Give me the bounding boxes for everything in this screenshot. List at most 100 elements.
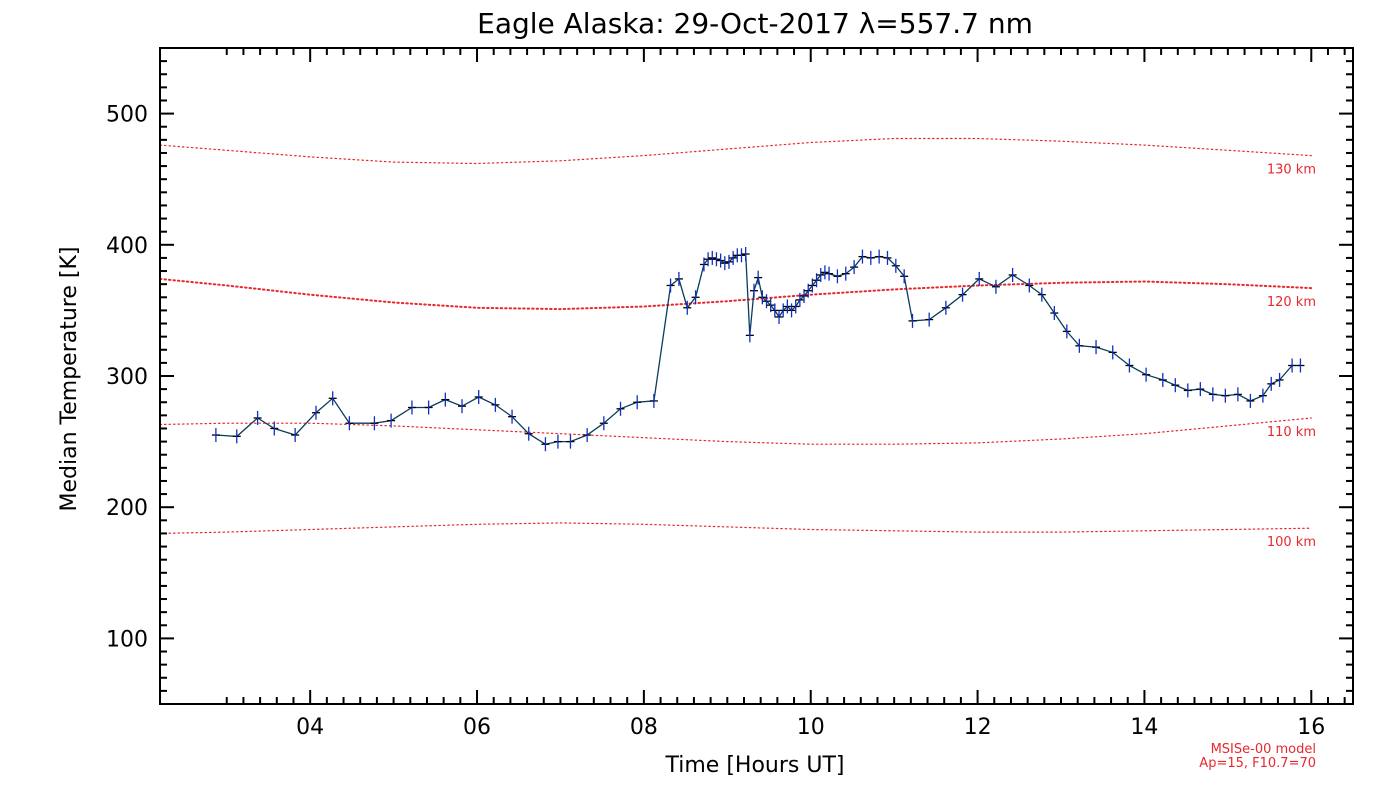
y-tick-label: 300 [106, 365, 148, 390]
data-point [1008, 267, 1017, 282]
data-point [958, 287, 967, 302]
data-point [458, 399, 467, 414]
data-point [770, 303, 779, 318]
data-point [1267, 376, 1276, 391]
data-point [754, 270, 763, 285]
data-point [312, 405, 321, 420]
data-point [474, 389, 483, 404]
model-note: MSISe-00 model [1211, 742, 1316, 757]
data-point [1196, 382, 1205, 397]
x-axis-label: Time [Hours UT] [665, 753, 845, 778]
data-point [779, 303, 788, 318]
data-point [787, 303, 796, 318]
data-point [1092, 340, 1101, 355]
data-point [812, 273, 821, 288]
data-point [775, 309, 784, 324]
x-tick-label: 10 [797, 715, 825, 740]
data-point [387, 413, 396, 428]
data-point [424, 400, 433, 415]
data-point [1183, 383, 1192, 398]
data-point [1221, 388, 1230, 403]
data-point [875, 249, 884, 264]
data-point [708, 250, 717, 265]
data-point [766, 298, 775, 313]
data-point [1208, 387, 1217, 402]
data-point [1258, 388, 1267, 403]
data-point [724, 254, 733, 269]
data-point [820, 265, 829, 280]
data-point [270, 421, 279, 436]
data-point [1288, 358, 1297, 373]
y-tick-label: 200 [106, 496, 148, 521]
data-point [1142, 367, 1151, 382]
data-point [825, 266, 834, 281]
measured-series [211, 246, 1305, 452]
data-point [291, 428, 300, 443]
y-axis-label: Median Temperature [K] [57, 247, 82, 512]
x-tick-label: 06 [463, 715, 491, 740]
data-point [1296, 358, 1305, 373]
data-point [553, 434, 562, 449]
data-point [508, 409, 517, 424]
data-point [1125, 358, 1134, 373]
chart-title: Eagle Alaska: 29-Oct-2017 λ=557.7 nm [477, 7, 1033, 40]
data-point [866, 250, 875, 265]
y-tick-label: 400 [106, 234, 148, 259]
data-point [729, 250, 738, 265]
data-point [891, 258, 900, 273]
data-point [253, 410, 262, 425]
data-point [908, 313, 917, 328]
model-params-note: Ap=15, F10.7=70 [1199, 756, 1316, 771]
data-point [691, 290, 700, 305]
data-point [883, 250, 892, 265]
data-point [762, 294, 771, 309]
data-point [566, 434, 575, 449]
data-point [616, 401, 625, 416]
y-tick-label: 500 [106, 103, 148, 128]
data-point [804, 283, 813, 298]
data-point [850, 260, 859, 275]
model-label-100-km: 100 km [1267, 535, 1316, 550]
data-point [783, 299, 792, 314]
plot-frame [159, 47, 1354, 705]
data-point [737, 248, 746, 263]
data-point [795, 292, 804, 307]
data-point [649, 393, 658, 408]
model-label-110-km: 110 km [1267, 425, 1316, 440]
data-point [720, 256, 729, 271]
model-curve-110-km [159, 417, 1312, 445]
data-point [925, 312, 934, 327]
data-point [1275, 372, 1284, 387]
model-curve-130-km [159, 137, 1312, 165]
x-tick-label: 12 [964, 715, 992, 740]
model-labels: 130 km 120 km 110 km 100 km [1267, 163, 1316, 551]
data-point [1246, 393, 1255, 408]
data-point [791, 299, 800, 314]
data-point [328, 391, 337, 406]
model-label-120-km: 120 km [1267, 295, 1316, 310]
data-point [712, 252, 721, 267]
data-point [1075, 338, 1084, 353]
data-point [407, 400, 416, 415]
data-point [441, 392, 450, 407]
data-point [370, 416, 379, 431]
data-point [1050, 306, 1059, 321]
data-point [716, 253, 725, 268]
data-point [704, 252, 713, 267]
x-tick-label: 04 [296, 715, 324, 740]
data-point [1171, 378, 1180, 393]
axis-tick-labels: 04 06 08 10 12 14 16 100 200 300 400 500 [106, 103, 1325, 740]
data-point [345, 416, 354, 431]
model-label-130-km: 130 km [1267, 163, 1316, 178]
data-point [1158, 372, 1167, 387]
model-curve-120-km [159, 277, 1313, 311]
axis-ticks [160, 48, 1353, 704]
x-tick-label: 16 [1297, 715, 1325, 740]
x-tick-label: 08 [630, 715, 658, 740]
data-point [833, 269, 842, 284]
data-point [816, 267, 825, 282]
data-point [1025, 278, 1034, 293]
x-tick-label: 14 [1130, 715, 1158, 740]
data-point [541, 437, 550, 452]
data-point [599, 416, 608, 431]
